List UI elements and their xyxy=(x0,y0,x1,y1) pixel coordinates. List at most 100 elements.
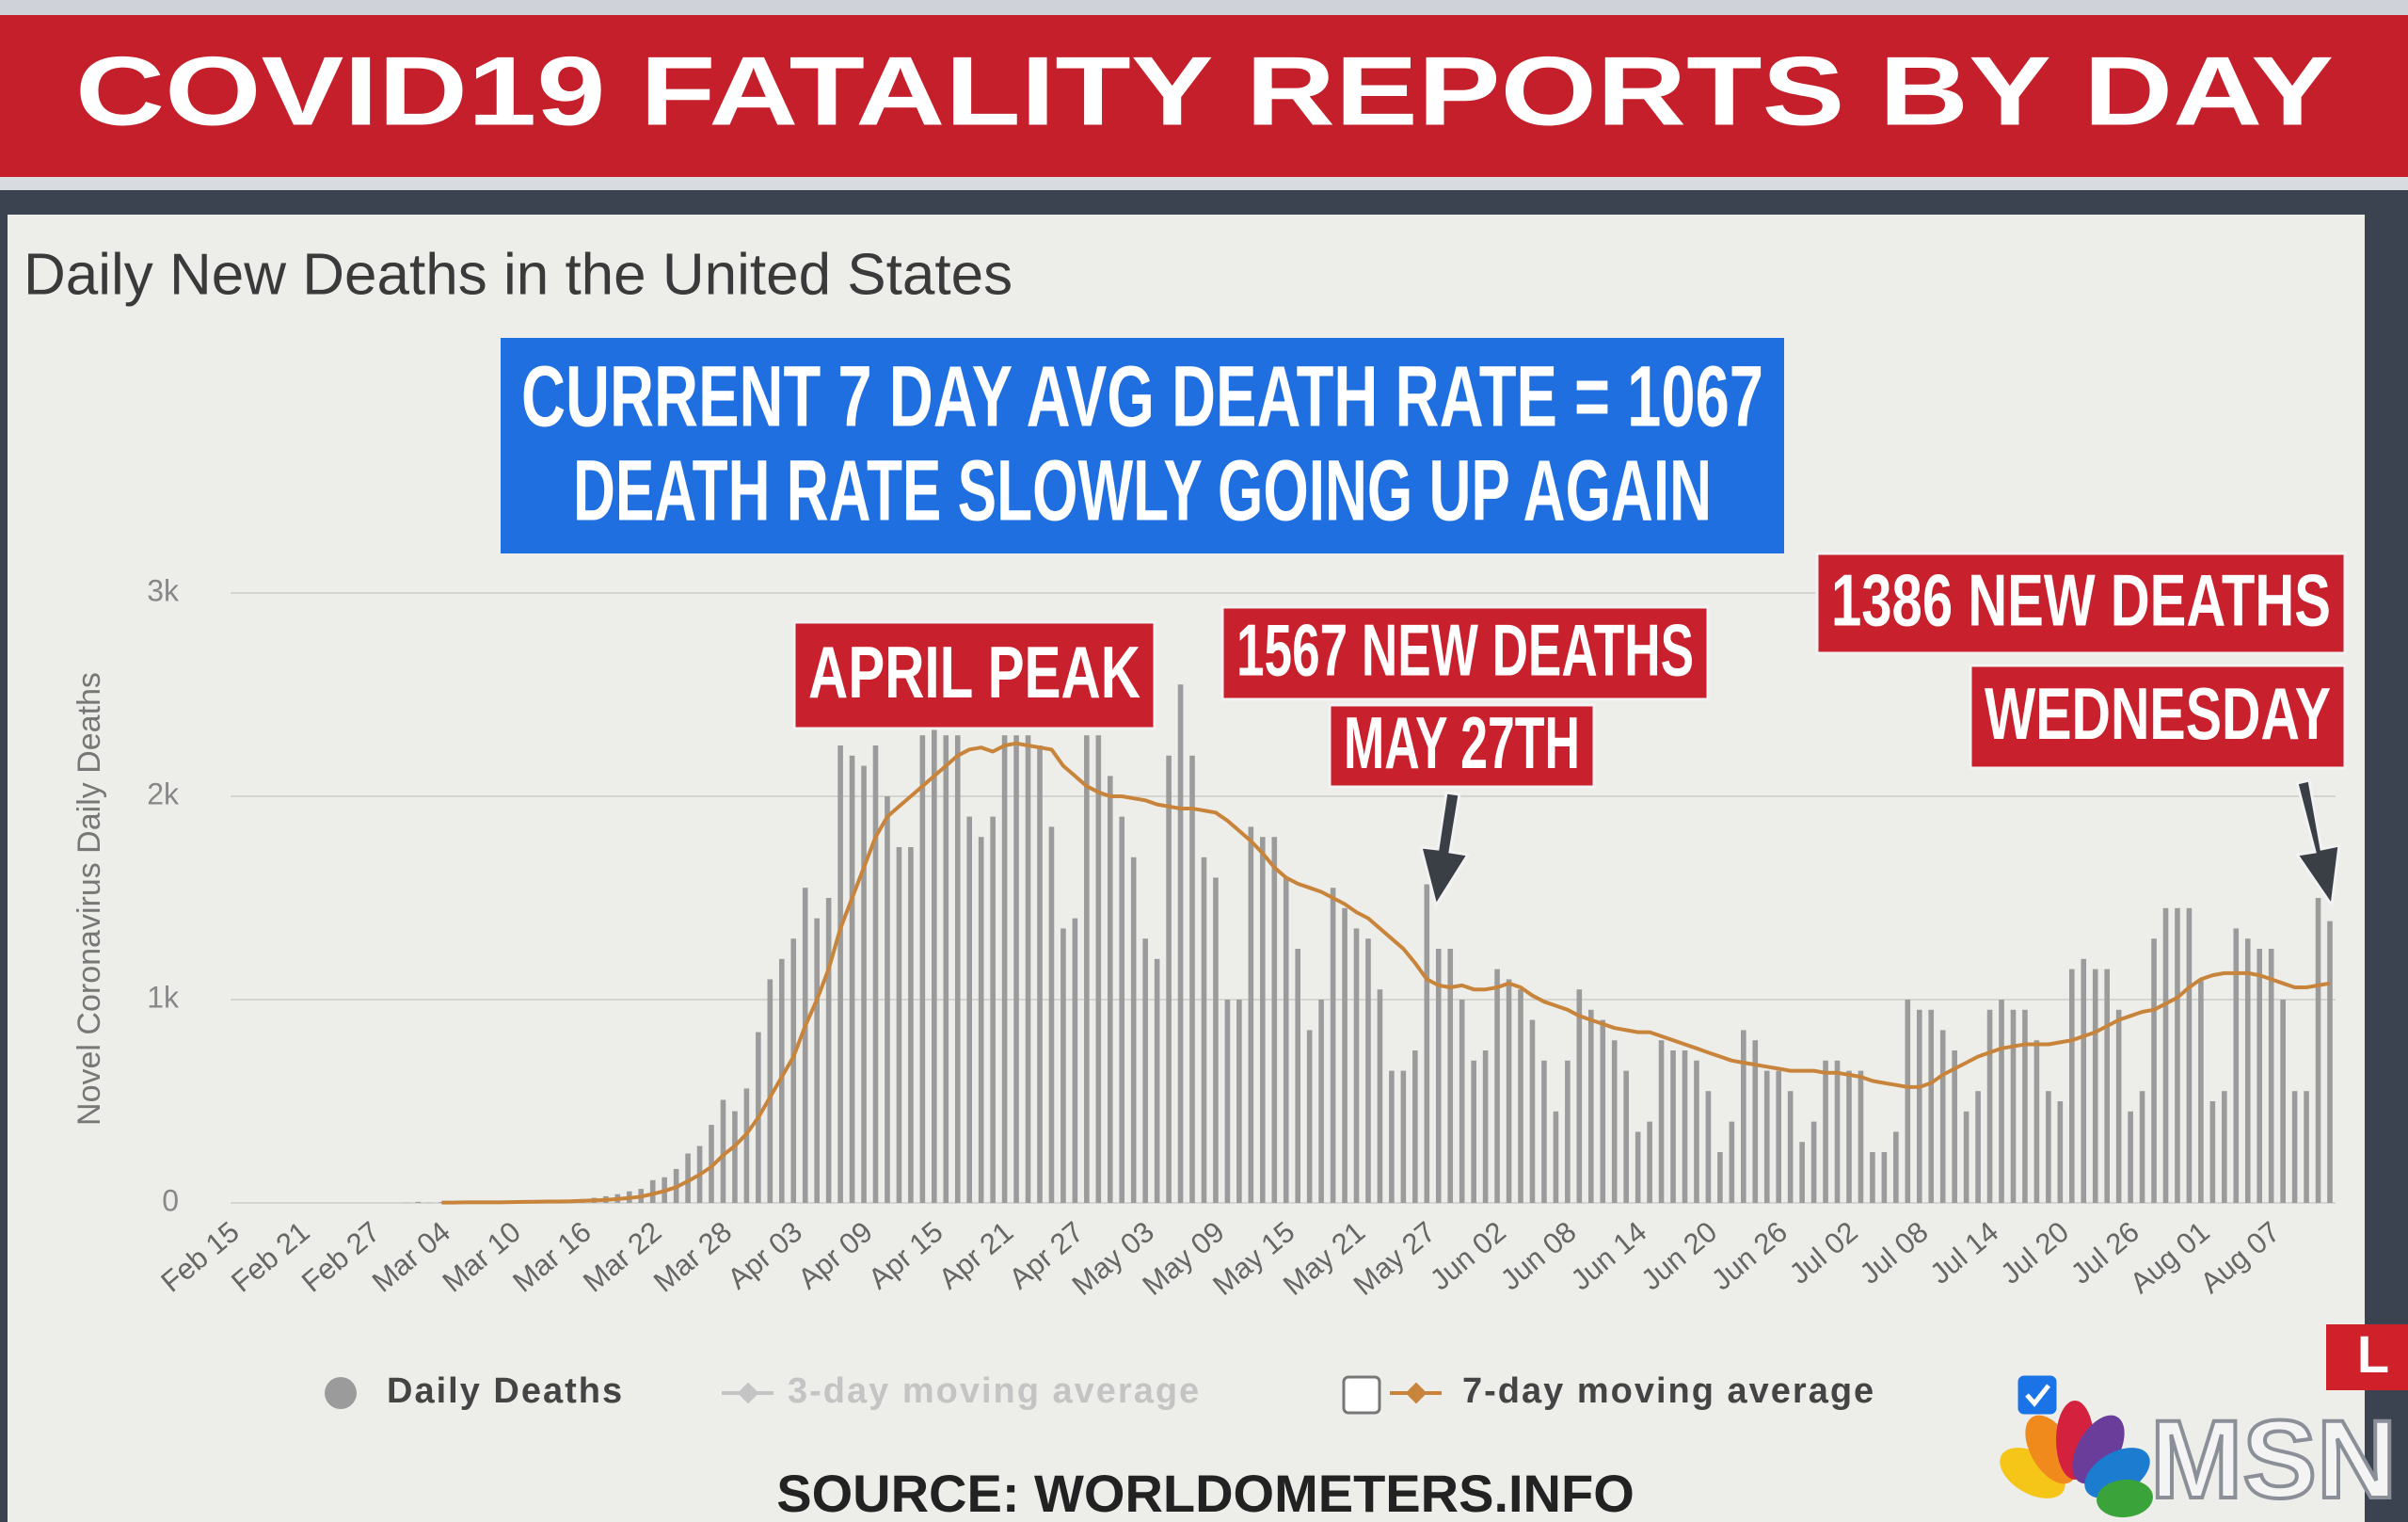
bar xyxy=(1846,1070,1852,1203)
bar xyxy=(2291,1091,2298,1203)
bar xyxy=(908,847,914,1203)
bar xyxy=(2068,969,2075,1203)
bar xyxy=(1823,1060,1828,1203)
avg-line xyxy=(441,741,2331,1205)
bar xyxy=(1318,1000,1324,1203)
bar xyxy=(1834,1060,1841,1203)
bar xyxy=(2209,1101,2216,1203)
bar xyxy=(1142,938,1148,1203)
bar xyxy=(2092,969,2098,1203)
arrow xyxy=(2294,778,2341,910)
annotation-text: 1567 NEW DEATHS xyxy=(1236,609,1694,692)
legend-label: Daily Deaths xyxy=(387,1371,624,1411)
annotation-box xyxy=(792,620,1156,730)
bar xyxy=(1881,1152,1888,1203)
annotation-box xyxy=(1969,664,2347,770)
bar xyxy=(1424,884,1430,1203)
bar xyxy=(709,1125,714,1203)
bar xyxy=(990,816,996,1203)
annotation-box xyxy=(1220,605,1710,701)
bar xyxy=(1905,1000,1911,1203)
bar xyxy=(2033,1040,2040,1203)
bar xyxy=(2280,1000,2286,1203)
bar xyxy=(1201,857,1207,1203)
bar xyxy=(825,898,832,1203)
bar xyxy=(1471,1060,1476,1203)
bar xyxy=(837,745,843,1203)
checkmark xyxy=(2025,1384,2050,1407)
bar xyxy=(1776,1070,1782,1203)
bar xyxy=(1565,1060,1571,1203)
bar xyxy=(2081,958,2087,1203)
bar xyxy=(1072,918,1078,1203)
title-banner xyxy=(0,15,2408,177)
bar xyxy=(2175,907,2180,1203)
bar xyxy=(1189,755,1195,1203)
bar xyxy=(767,979,773,1203)
bar xyxy=(1283,877,1289,1203)
bar xyxy=(2162,907,2169,1203)
bar xyxy=(1893,1131,1899,1203)
bar xyxy=(954,735,961,1203)
bar xyxy=(1963,1111,1969,1203)
bar xyxy=(1787,1091,1794,1203)
annotation-box xyxy=(1328,703,1596,789)
bar xyxy=(1553,1111,1559,1203)
bar xyxy=(1647,1121,1652,1203)
bar xyxy=(1377,989,1383,1203)
bar xyxy=(2115,1009,2122,1203)
bar xyxy=(2057,1101,2064,1203)
bar xyxy=(1587,1009,1594,1203)
bar xyxy=(2010,1009,2017,1203)
bar xyxy=(1752,1040,1759,1203)
bar xyxy=(778,958,785,1203)
feather xyxy=(2097,1479,2153,1518)
legend-checkbox[interactable] xyxy=(2017,1375,2057,1415)
bar xyxy=(1037,745,1043,1203)
bar xyxy=(2304,1091,2309,1203)
bar xyxy=(1576,989,1583,1203)
annotation-text: APRIL PEAK xyxy=(808,631,1140,713)
bar xyxy=(1541,1060,1547,1203)
bar xyxy=(1717,1152,1723,1203)
arrow xyxy=(1419,791,1471,909)
bar xyxy=(685,1153,691,1203)
bar xyxy=(872,745,879,1203)
bar xyxy=(2315,898,2321,1203)
bar xyxy=(978,837,984,1203)
bar xyxy=(1999,1000,2004,1203)
legend-marker xyxy=(325,1377,357,1409)
bar xyxy=(1975,1091,1981,1203)
bar xyxy=(1952,1050,1957,1203)
bar xyxy=(1400,1070,1407,1203)
bar xyxy=(849,755,855,1203)
bar xyxy=(1611,1040,1618,1203)
bar xyxy=(1248,826,1254,1203)
bar xyxy=(1916,1009,1922,1203)
callout-text: DEATH RATE SLOWLY GOING UP AGAIN xyxy=(573,442,1712,538)
callout-text: CURRENT 7 DAY AVG DEATH RATE = 1067 xyxy=(521,348,1763,444)
bar xyxy=(2104,969,2110,1203)
bar xyxy=(1763,1070,1770,1203)
legend-checkbox[interactable] xyxy=(1342,1375,1381,1415)
y-axis-label: Novel Coronavirus Daily Deaths xyxy=(72,672,107,1126)
bar xyxy=(1635,1131,1641,1203)
bar xyxy=(1482,1050,1489,1203)
bar xyxy=(802,888,808,1203)
bar xyxy=(2139,1091,2145,1203)
bar xyxy=(1013,735,1019,1203)
bar xyxy=(1342,907,1348,1203)
legend-label: 7-day moving average xyxy=(1462,1371,1875,1411)
bar xyxy=(2257,949,2263,1203)
bar xyxy=(1729,1121,1735,1203)
bar xyxy=(1682,1050,1688,1203)
bar xyxy=(720,1099,726,1203)
bar xyxy=(1623,1070,1629,1203)
bar xyxy=(1506,979,1512,1203)
bar xyxy=(814,918,820,1203)
bar xyxy=(2233,928,2240,1203)
arrows xyxy=(1419,778,2341,910)
banner-edge xyxy=(0,177,2408,190)
bar xyxy=(1670,1050,1676,1203)
